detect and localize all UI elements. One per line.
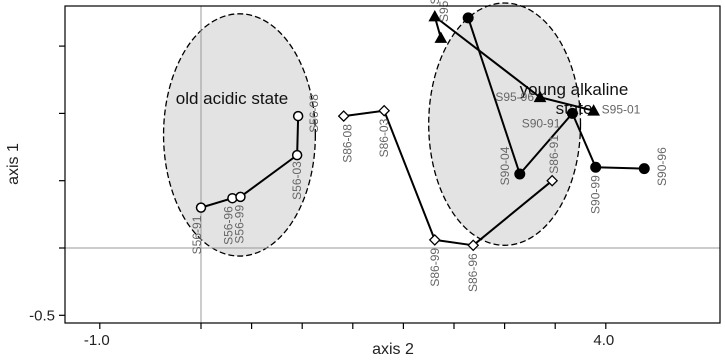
region-label: old acidic state	[176, 89, 288, 108]
reference-lines-layer	[65, 6, 720, 323]
series-line	[433, 15, 594, 112]
region-label: young alkaline	[520, 80, 629, 99]
data-label: S56-99	[232, 205, 246, 244]
y-tick-label: -0.5	[29, 307, 55, 324]
data-point	[462, 12, 474, 24]
data-point	[546, 174, 559, 187]
data-point	[434, 31, 448, 43]
data-label: S86-99	[428, 248, 442, 287]
x-tick-label: 4.0	[593, 332, 614, 349]
data-point	[587, 104, 601, 116]
y-axis-title: axis 1	[5, 143, 22, 185]
data-label: S56-03	[290, 161, 304, 200]
data-point	[467, 239, 480, 252]
data-label: S86-91	[547, 135, 561, 174]
plot-frame	[64, 5, 721, 324]
data-point	[590, 161, 602, 173]
data-label: S56-08	[307, 94, 321, 133]
data-label: S56-96	[221, 206, 235, 245]
data-label: S95-96	[495, 90, 534, 104]
data-label: S90-04	[498, 146, 512, 185]
data-point	[533, 90, 547, 103]
data-label: S86-96	[466, 253, 480, 292]
data-point	[291, 149, 303, 161]
data-label: S95-01	[602, 103, 641, 117]
data-point	[566, 107, 578, 119]
data-point	[514, 168, 526, 180]
data-point	[337, 110, 350, 123]
data-label: S56-91	[190, 215, 204, 254]
data-point	[638, 163, 650, 175]
data-label: S86-08	[341, 124, 355, 163]
plot-frame-layer	[64, 5, 721, 324]
data-point	[378, 104, 391, 117]
data-point	[428, 234, 441, 246]
x-axis-title: axis 2	[372, 341, 414, 358]
data-label: S90-96	[655, 147, 669, 186]
data-label: S90-91	[522, 116, 561, 130]
data-label: S90-99	[589, 175, 603, 214]
markers-layer	[195, 9, 650, 252]
data-label: S86-03	[377, 118, 391, 157]
data-point	[195, 202, 207, 213]
data-point	[235, 191, 246, 203]
data-point	[292, 110, 304, 122]
region-ellipse	[162, 13, 317, 257]
data-point	[428, 9, 442, 22]
data-label: S95-06	[428, 0, 442, 4]
region-ellipse	[428, 2, 582, 246]
x-tick-label: -1.0	[84, 332, 110, 349]
